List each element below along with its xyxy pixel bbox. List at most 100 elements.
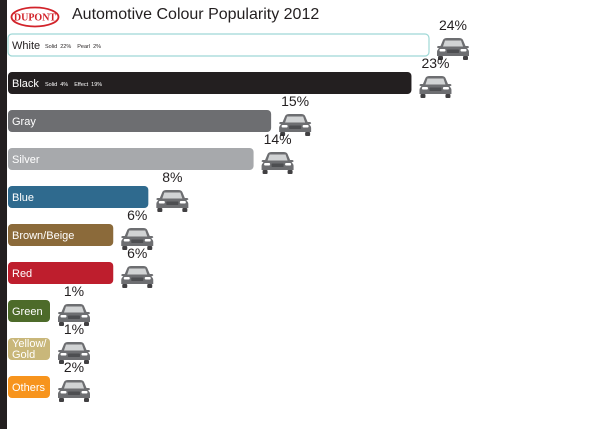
car-grille	[271, 163, 284, 167]
car-wheel-right	[147, 246, 153, 250]
car-wheel-left	[157, 208, 163, 212]
car-grille	[68, 353, 80, 357]
car-wheel-left	[262, 170, 268, 174]
car-icon	[156, 190, 189, 212]
bar-group: Gray 15%	[8, 93, 312, 136]
bar	[8, 300, 50, 322]
car-grille	[68, 315, 80, 319]
left-strip	[0, 0, 7, 429]
car-headlight-right	[302, 125, 309, 128]
bar	[8, 186, 149, 208]
bar	[8, 148, 254, 170]
value-label: 23%	[421, 55, 449, 71]
car-grille	[68, 391, 80, 395]
car-wheel-right	[147, 284, 153, 288]
car-headlight-right	[460, 49, 467, 52]
value-label: 6%	[127, 207, 147, 223]
bar-group: Yellow/Gold 1%	[8, 321, 90, 364]
bar-label: Blue	[12, 192, 34, 204]
bar-group: Silver 14%	[8, 131, 294, 174]
car-windshield	[64, 344, 84, 351]
bar	[8, 338, 50, 360]
bar	[8, 110, 272, 132]
car-headlight-right	[144, 239, 151, 242]
bar-group: Green 1%	[8, 283, 90, 326]
car-icon	[58, 342, 90, 364]
bar-label: Gray	[12, 116, 36, 128]
car-wheel-right	[445, 94, 451, 98]
car-headlight-left	[281, 125, 288, 128]
car-headlight-right	[144, 277, 151, 280]
bar-group: Red 6%	[8, 245, 154, 288]
car-wheel-left	[438, 56, 443, 60]
car-headlight-left	[123, 277, 130, 280]
car-wheel-left	[59, 322, 64, 326]
car-wheel-right	[84, 398, 89, 402]
car-headlight-right	[81, 315, 88, 318]
value-label: 8%	[162, 169, 182, 185]
car-headlight-left	[264, 163, 271, 166]
car-headlight-left	[60, 353, 67, 356]
bar-label: Others	[12, 382, 46, 394]
car-wheel-right	[84, 322, 89, 326]
car-icon	[437, 38, 469, 60]
bar-label: Brown/Beige	[12, 230, 74, 242]
car-grille	[429, 87, 442, 91]
value-label: 14%	[264, 131, 292, 147]
car-headlight-right	[81, 391, 88, 394]
value-label: 1%	[64, 321, 84, 337]
car-windshield	[127, 268, 148, 275]
car-icon	[279, 114, 312, 136]
bar-label: Black	[12, 78, 39, 90]
bar-sublabel: Solid 22% Pearl 2%	[45, 44, 101, 50]
car-wheel-left	[122, 246, 128, 250]
car-icon	[419, 76, 452, 98]
car-headlight-left	[439, 49, 446, 52]
car-wheel-right	[463, 56, 468, 60]
car-wheel-right	[84, 360, 89, 364]
car-windshield	[162, 192, 183, 199]
car-headlight-left	[421, 87, 428, 90]
car-icon	[121, 228, 154, 250]
bar-group: Brown/Beige 6%	[8, 207, 154, 250]
car-windshield	[285, 116, 306, 123]
dupont-logo: DUPONT	[10, 6, 60, 28]
car-wheel-right	[182, 208, 188, 212]
car-headlight-left	[158, 201, 165, 204]
car-grille	[131, 277, 144, 281]
car-icon	[58, 380, 90, 402]
car-icon	[261, 152, 294, 174]
bar	[7, 33, 430, 57]
car-grille	[447, 49, 459, 53]
car-grille	[166, 201, 179, 205]
car-windshield	[127, 230, 148, 237]
car-wheel-left	[59, 360, 64, 364]
car-headlight-left	[60, 315, 67, 318]
bar	[8, 224, 114, 246]
bar-label: Green	[12, 306, 43, 318]
car-wheel-right	[287, 170, 293, 174]
bar	[8, 72, 412, 94]
car-windshield	[64, 382, 84, 389]
car-wheel-left	[122, 284, 128, 288]
car-wheel-left	[59, 398, 64, 402]
bar	[8, 262, 114, 284]
car-windshield	[267, 154, 288, 161]
chart-title: Automotive Colour Popularity 2012	[72, 6, 320, 23]
car-windshield	[64, 306, 84, 313]
car-wheel-left	[280, 132, 286, 136]
bar-label: Silver	[12, 154, 40, 166]
car-icon	[121, 266, 154, 288]
car-wheel-right	[305, 132, 311, 136]
car-headlight-right	[442, 87, 449, 90]
car-grille	[131, 239, 144, 243]
car-headlight-right	[81, 353, 88, 356]
car-headlight-right	[179, 201, 186, 204]
car-headlight-left	[123, 239, 130, 242]
value-label: 1%	[64, 283, 84, 299]
value-label: 2%	[64, 359, 84, 375]
bar-group: White Solid 22% Pearl 2% 24%	[7, 17, 469, 60]
car-grille	[289, 125, 302, 129]
bar-group: Black Solid 4% Effect 19% 23%	[8, 55, 452, 98]
